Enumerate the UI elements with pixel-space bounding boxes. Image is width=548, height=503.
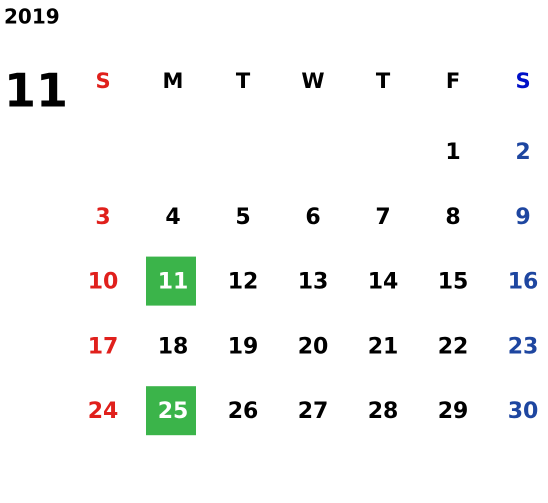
year: 2019 xyxy=(4,5,60,29)
day: 25 xyxy=(158,399,189,424)
day: 19 xyxy=(228,334,259,359)
weekday-label: W xyxy=(301,69,324,93)
day: 6 xyxy=(305,205,320,230)
day: 17 xyxy=(88,334,119,359)
day: 8 xyxy=(445,205,460,230)
month: 11 xyxy=(4,64,68,118)
day: 26 xyxy=(228,399,259,424)
day: 3 xyxy=(95,205,110,230)
day: 2 xyxy=(515,140,530,165)
day: 14 xyxy=(368,270,399,295)
day: 27 xyxy=(298,399,329,424)
day: 12 xyxy=(228,270,259,295)
day: 23 xyxy=(508,334,539,359)
highlight xyxy=(146,256,196,306)
day: 9 xyxy=(515,205,530,230)
weekday-label: M xyxy=(163,69,184,93)
weekday-label: T xyxy=(376,69,391,93)
day: 21 xyxy=(368,334,399,359)
weekday-label: S xyxy=(95,69,110,93)
day: 30 xyxy=(508,399,539,424)
day: 18 xyxy=(158,334,189,359)
day: 13 xyxy=(298,270,329,295)
day: 5 xyxy=(235,205,250,230)
day: 29 xyxy=(438,399,469,424)
day: 15 xyxy=(438,270,469,295)
day: 1 xyxy=(445,140,460,165)
weekday-label: T xyxy=(236,69,251,93)
day: 22 xyxy=(438,334,469,359)
highlight xyxy=(146,386,196,436)
day: 7 xyxy=(375,205,390,230)
day: 11 xyxy=(158,270,189,295)
day: 24 xyxy=(88,399,119,424)
weekday-label: S xyxy=(515,69,530,93)
day: 4 xyxy=(165,205,180,230)
weekday-label: F xyxy=(446,69,460,93)
day: 16 xyxy=(508,270,539,295)
day: 10 xyxy=(88,270,119,295)
day: 20 xyxy=(298,334,329,359)
day: 28 xyxy=(368,399,399,424)
